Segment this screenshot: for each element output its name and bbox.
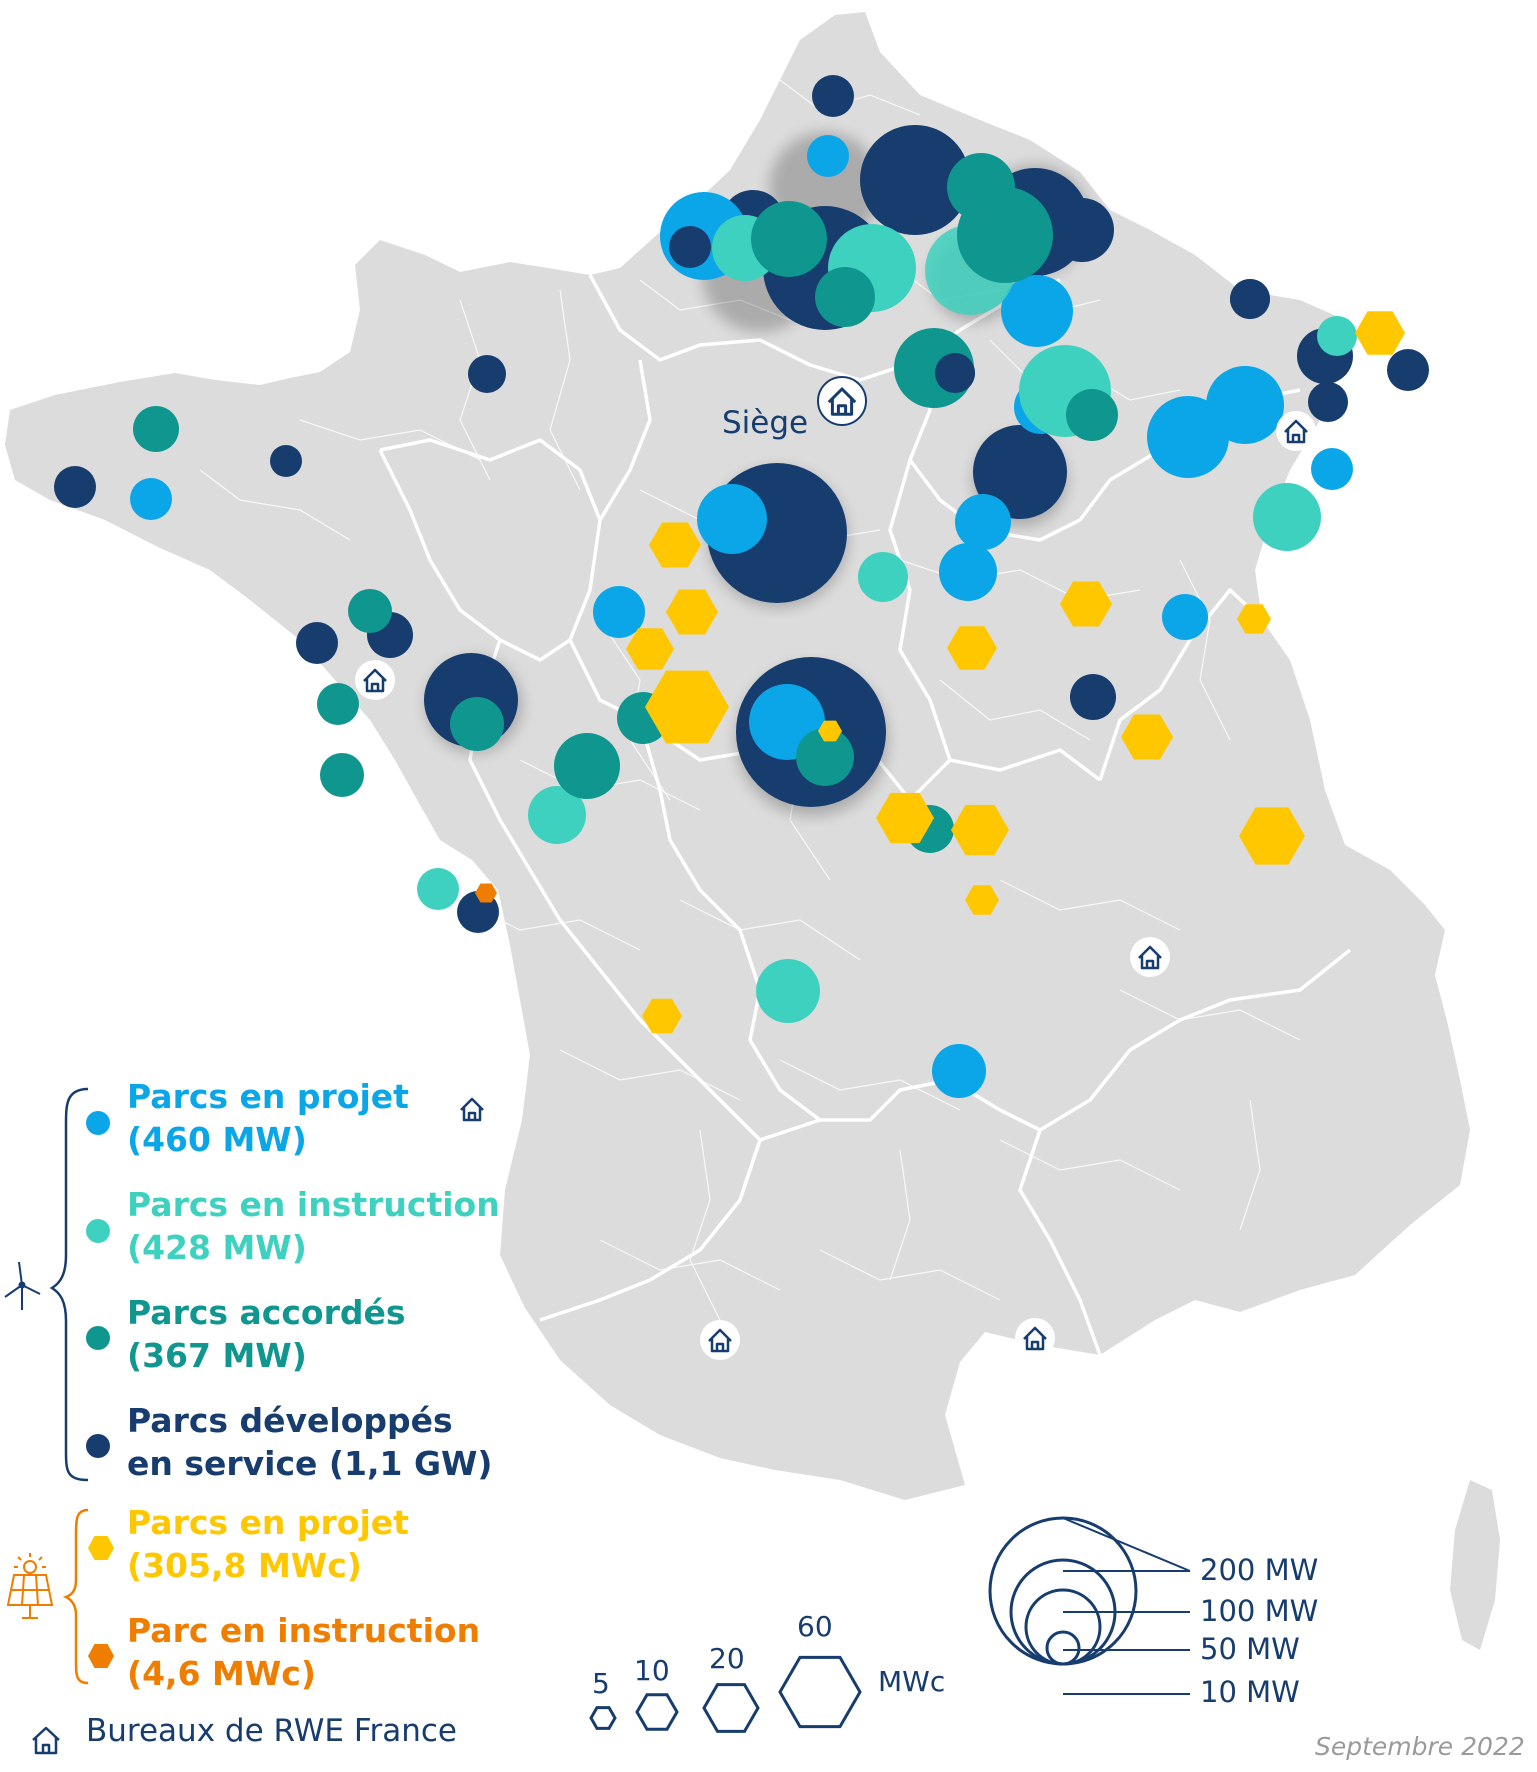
hex-scale-shape-20 xyxy=(702,1683,760,1733)
solar-projet-hex xyxy=(1237,604,1271,634)
legend-wind-projet: Parcs en projet (460 MW) xyxy=(127,1075,409,1161)
legend-solar-instruction-line2: (4,6 MWc) xyxy=(127,1654,316,1693)
hex-scale xyxy=(589,1655,862,1733)
solar-projet-hex xyxy=(951,804,1009,856)
solar-projet-hex xyxy=(645,670,729,744)
solar-projet-hex xyxy=(876,792,934,844)
legend-braces xyxy=(49,1087,89,1685)
legend-wind-instruction: Parcs en instruction (428 MW) xyxy=(127,1183,500,1269)
circle-scale-label-10: 10 MW xyxy=(1200,1675,1300,1709)
legend-wind-accordes-line2: (367 MW) xyxy=(127,1336,307,1375)
scale-circle-10 xyxy=(1045,1630,1081,1666)
date-credit: Septembre 2022 xyxy=(1315,1732,1525,1761)
legend-dot-accordes xyxy=(86,1326,110,1350)
legend-wind-instruction-line1: Parcs en instruction xyxy=(127,1185,500,1224)
hex-scale-label-10: 10 xyxy=(634,1654,670,1687)
hex-scale-label-60: 60 xyxy=(797,1610,833,1643)
office-marker-house-icon xyxy=(817,376,867,426)
solar-projet-hex xyxy=(1060,581,1112,627)
legend-wind-accordes: Parcs accordés (367 MW) xyxy=(127,1291,406,1377)
solar-projet-hex xyxy=(965,885,999,915)
solar-projet-hex xyxy=(1355,311,1405,355)
office-marker-house-icon xyxy=(1130,937,1170,977)
solar-panel-icon xyxy=(6,1553,54,1619)
office-marker-house-icon xyxy=(452,1089,492,1129)
legend-dot-projet xyxy=(86,1111,110,1135)
legend-wind-service-line1: Parcs développés xyxy=(127,1401,453,1440)
circle-scale-label-100: 100 MW xyxy=(1200,1594,1319,1628)
legend-wind-instruction-line2: (428 MW) xyxy=(127,1228,307,1267)
legend-dot-service xyxy=(86,1434,110,1458)
wind-parks xyxy=(54,75,1429,1098)
legend-hex-solar-projet xyxy=(88,1536,114,1560)
office-markers xyxy=(355,376,1316,1360)
office-marker-house-icon xyxy=(1276,411,1316,451)
solar-projet-hex xyxy=(1121,714,1173,760)
legend-solar-projet: Parcs en projet (305,8 MWc) xyxy=(127,1501,409,1587)
solar-projet-hex xyxy=(626,628,674,670)
legend-wind-projet-line2: (460 MW) xyxy=(127,1120,307,1159)
office-marker-house-icon xyxy=(700,1320,740,1360)
corsica xyxy=(1450,1480,1500,1650)
solar-projet-hex xyxy=(818,720,842,742)
circle-scale-label-50: 50 MW xyxy=(1200,1632,1300,1666)
solar-projet-hex xyxy=(649,522,701,568)
solar-projet-hex xyxy=(666,589,718,635)
legend-solar-instruction: Parc en instruction (4,6 MWc) xyxy=(127,1609,480,1695)
office-marker-house-icon xyxy=(1015,1318,1055,1358)
solar-projet-hex xyxy=(1239,807,1305,865)
solar-instruction-hex xyxy=(475,883,497,903)
legend-dot-instruction xyxy=(86,1219,110,1243)
legend-wind-service: Parcs développés en service (1,1 GW) xyxy=(127,1399,493,1485)
legend-hex-solar-instruction xyxy=(88,1644,114,1668)
legend-offices: Bureaux de RWE France xyxy=(86,1713,457,1749)
hex-scale-shape-5 xyxy=(589,1706,617,1730)
wind-brace xyxy=(49,1087,89,1482)
legend-wind-projet-line1: Parcs en projet xyxy=(127,1077,409,1116)
solar-projet-hex xyxy=(642,998,682,1034)
solar-projet-hex xyxy=(947,626,997,670)
house-icon xyxy=(32,1726,60,1755)
solar-brace xyxy=(62,1508,89,1685)
circle-scale-label-200: 200 MW xyxy=(1200,1553,1319,1587)
legend-solar-projet-line2: (305,8 MWc) xyxy=(127,1546,362,1585)
wind-turbine-icon xyxy=(4,1261,41,1310)
legend-solar-projet-line1: Parcs en projet xyxy=(127,1503,409,1542)
office-marker-house-icon xyxy=(355,660,395,700)
scale-circle-50 xyxy=(1024,1588,1102,1666)
legend-wind-accordes-line1: Parcs accordés xyxy=(127,1293,406,1332)
hex-scale-label-5: 5 xyxy=(592,1667,610,1700)
hex-scale-label-20: 20 xyxy=(709,1642,745,1675)
hq-label: Siège xyxy=(722,405,809,441)
solar-parks xyxy=(475,311,1405,1034)
circle-scale xyxy=(988,1516,1191,1695)
hex-scale-shape-60 xyxy=(778,1655,862,1729)
hex-scale-shape-10 xyxy=(635,1693,679,1731)
hex-scale-unit: MWc xyxy=(878,1665,946,1698)
legend-wind-service-line2: en service (1,1 GW) xyxy=(127,1444,493,1483)
legend-solar-instruction-line1: Parc en instruction xyxy=(127,1611,481,1650)
